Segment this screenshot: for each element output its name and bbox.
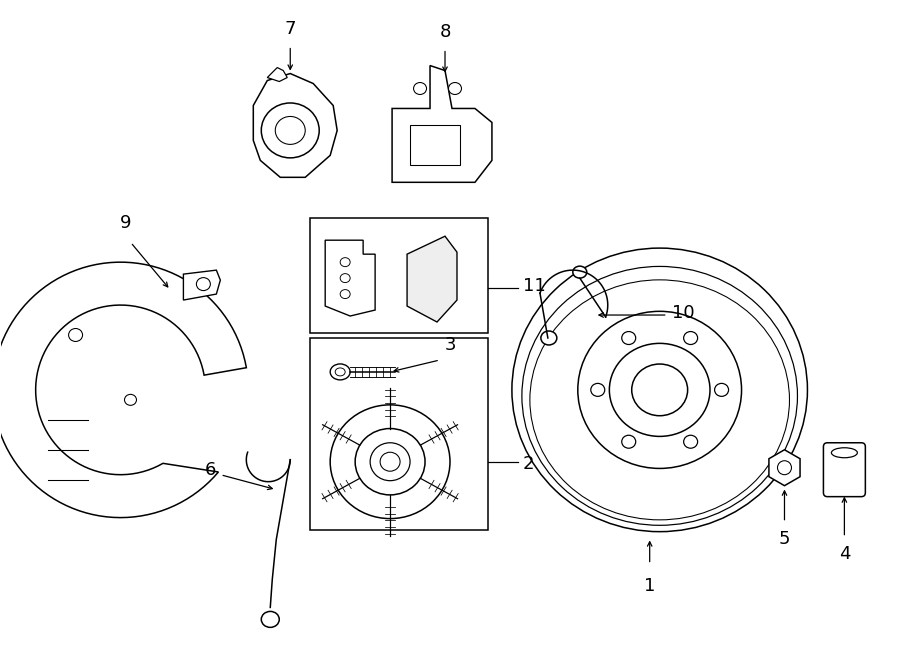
Ellipse shape [572, 266, 587, 278]
Ellipse shape [261, 611, 279, 627]
Ellipse shape [330, 405, 450, 519]
Ellipse shape [340, 258, 350, 266]
Ellipse shape [340, 290, 350, 299]
Polygon shape [410, 126, 460, 165]
Ellipse shape [261, 103, 320, 158]
Ellipse shape [330, 364, 350, 380]
Ellipse shape [124, 395, 137, 405]
Text: 6: 6 [204, 461, 216, 479]
Text: 1: 1 [644, 578, 655, 596]
Ellipse shape [68, 329, 83, 342]
Ellipse shape [512, 248, 807, 531]
Text: 7: 7 [284, 20, 296, 38]
Ellipse shape [370, 443, 410, 481]
Ellipse shape [684, 435, 698, 448]
Ellipse shape [448, 83, 462, 95]
Text: 2: 2 [523, 455, 535, 473]
Polygon shape [392, 65, 492, 182]
Ellipse shape [778, 461, 791, 475]
Ellipse shape [340, 274, 350, 283]
Ellipse shape [578, 311, 742, 469]
Polygon shape [769, 449, 800, 486]
Polygon shape [325, 240, 375, 316]
Text: 4: 4 [839, 545, 850, 563]
Text: 11: 11 [523, 277, 545, 295]
Polygon shape [0, 262, 247, 518]
Ellipse shape [684, 332, 698, 344]
Ellipse shape [590, 383, 605, 397]
Polygon shape [253, 73, 338, 177]
Text: 3: 3 [445, 336, 456, 354]
Bar [310, 218, 488, 333]
Ellipse shape [530, 280, 789, 520]
Polygon shape [407, 236, 457, 322]
Ellipse shape [541, 331, 557, 345]
Ellipse shape [622, 435, 635, 448]
Polygon shape [267, 67, 287, 81]
Ellipse shape [622, 332, 635, 344]
Text: 9: 9 [120, 214, 131, 232]
Ellipse shape [196, 278, 211, 291]
Ellipse shape [275, 116, 305, 144]
FancyBboxPatch shape [824, 443, 866, 496]
Bar [310, 338, 488, 529]
Ellipse shape [414, 83, 427, 95]
Ellipse shape [380, 452, 400, 471]
Ellipse shape [715, 383, 729, 397]
Ellipse shape [832, 447, 858, 457]
Ellipse shape [356, 428, 425, 495]
Polygon shape [184, 270, 220, 300]
Text: 5: 5 [778, 529, 790, 547]
Ellipse shape [522, 266, 797, 525]
Ellipse shape [609, 343, 710, 436]
Ellipse shape [632, 364, 688, 416]
Text: 10: 10 [671, 304, 694, 322]
Text: 8: 8 [439, 22, 451, 40]
